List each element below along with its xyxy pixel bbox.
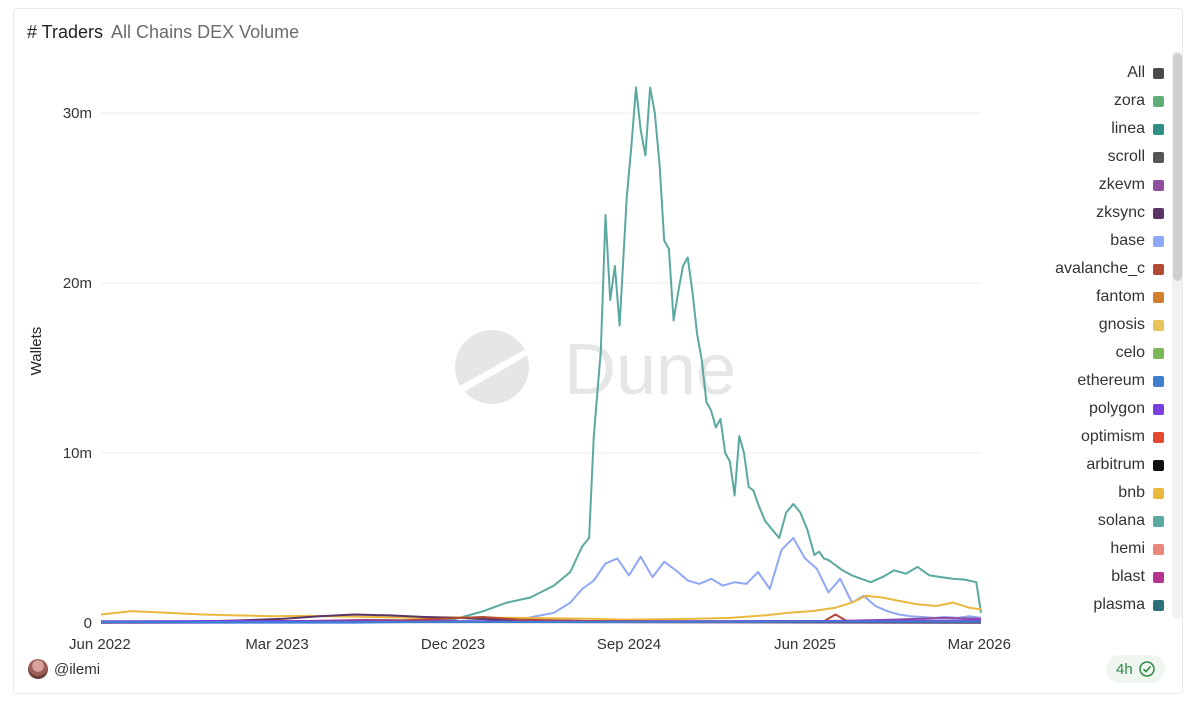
legend-swatch [1153,123,1164,135]
legend-swatch [1153,179,1164,191]
series-line-ethereum[interactable] [100,620,982,624]
legend-label: ethereum [1077,372,1145,389]
legend-label: hemi [1110,540,1145,557]
legend-swatch [1153,403,1164,415]
refresh-badge[interactable]: 4h [1106,655,1165,683]
legend-label: bnb [1118,484,1145,501]
legend-label: zora [1113,92,1145,109]
legend-scrollbar-track[interactable] [1172,51,1182,619]
legend-swatch [1153,599,1164,611]
legend-swatch [1153,95,1164,107]
legend-label: All [1127,64,1145,81]
legend-item-fantom[interactable]: fantom [1096,287,1164,307]
x-tick-label: Sep 2024 [597,636,661,653]
legend-item-polygon[interactable]: polygon [1089,399,1164,419]
series-line-solana[interactable] [100,86,982,624]
dune-watermark-text: Dune [564,330,736,410]
legend-item-arbitrum[interactable]: arbitrum [1086,455,1164,475]
legend-label: solana [1097,512,1145,529]
legend-swatch [1153,543,1164,555]
x-tick-label: Jun 2022 [69,636,131,653]
legend-swatch [1153,375,1164,387]
legend-label: scroll [1107,148,1145,165]
author[interactable]: @ilemi [28,659,100,679]
x-axis: Jun 2022 Mar 2023 Dec 2023 Sep 2024 Jun 2025… [69,636,1011,653]
series-line-bnb[interactable] [100,594,982,621]
legend-swatch [1153,459,1164,471]
legend-item-celo[interactable]: celo [1116,343,1164,363]
series-line-base[interactable] [101,537,982,624]
chart-legend: All zora linea scroll zkevm zksync base avalanc… [1004,53,1164,621]
legend-label: arbitrum [1086,456,1145,473]
legend-item-plasma[interactable]: plasma [1093,595,1164,615]
legend-item-gnosis[interactable]: gnosis [1099,315,1164,335]
legend-label: fantom [1096,288,1145,305]
x-tick-label: Dec 2023 [421,636,485,653]
chart-title-block: # Traders All Chains DEX Volume [27,22,299,43]
series-lines [100,86,982,624]
legend-item-bnb[interactable]: bnb [1118,483,1164,503]
grid-lines [101,112,981,624]
legend-item-solana[interactable]: solana [1098,511,1164,531]
legend-item-zkevm[interactable]: zkevm [1099,175,1164,195]
x-tick-label: Mar 2023 [245,636,308,653]
legend-item-avalanche_c[interactable]: avalanche_c [1055,259,1164,279]
legend-label: celo [1115,344,1145,361]
legend-scrollbar-thumb[interactable] [1173,53,1182,281]
legend-label: avalanche_c [1055,260,1145,277]
legend-swatch [1153,571,1164,583]
legend-label: linea [1111,120,1145,137]
legend-swatch [1153,151,1164,163]
legend-label: optimism [1080,428,1145,445]
chart-card: # Traders All Chains DEX Volume Dune 0 10m… [13,8,1183,694]
verified-check-icon [1138,661,1155,677]
legend-item-blast[interactable]: blast [1111,567,1164,587]
legend-item-hemi[interactable]: hemi [1110,539,1164,559]
dune-watermark: Dune [455,330,736,410]
refresh-interval: 4h [1116,660,1133,678]
legend-swatch [1153,319,1164,331]
avatar [28,659,48,679]
legend-swatch [1153,515,1164,527]
legend-swatch [1153,291,1164,303]
legend-swatch [1153,263,1164,275]
legend-label: polygon [1088,400,1145,417]
x-tick-label: Jun 2025 [774,636,836,653]
y-tick-label: 30m [63,105,92,122]
legend-label: blast [1111,568,1145,585]
chart-title: # Traders [27,22,104,42]
legend-label: gnosis [1098,316,1145,333]
y-axis: 0 10m 20m 30m [63,105,92,632]
legend-label: base [1110,232,1145,249]
legend-swatch [1153,235,1164,247]
legend-item-zora[interactable]: zora [1114,91,1164,111]
legend-swatch [1153,487,1164,499]
y-axis-label: Wallets [28,327,45,376]
legend-item-zksync[interactable]: zksync [1096,203,1164,223]
x-tick-label: Mar 2026 [948,636,1011,653]
legend-item-scroll[interactable]: scroll [1108,147,1164,167]
line-chart: Dune 0 10m 20m 30m Jun 2022 Mar 2023 Dec 2023… [28,86,1011,653]
y-tick-label: 20m [63,275,92,292]
legend-label: zksync [1096,204,1145,221]
legend-swatch [1153,347,1164,359]
legend-item-optimism[interactable]: optimism [1081,427,1164,447]
legend-item-base[interactable]: base [1110,231,1164,251]
author-handle: @ilemi [54,660,101,678]
legend-swatch [1153,67,1164,79]
legend-swatch [1153,207,1164,219]
legend-label: zkevm [1098,176,1145,193]
legend-item-linea[interactable]: linea [1111,119,1164,139]
legend-swatch [1153,431,1164,443]
legend-label: plasma [1093,596,1145,613]
legend-item-All[interactable]: All [1127,63,1164,83]
dune-logo-stripe [458,349,528,393]
dune-logo-icon [455,330,529,404]
chart-subtitle: All Chains DEX Volume [111,22,300,42]
y-tick-label: 10m [63,445,92,462]
legend-item-ethereum[interactable]: ethereum [1077,371,1164,391]
y-tick-label: 0 [84,615,92,632]
